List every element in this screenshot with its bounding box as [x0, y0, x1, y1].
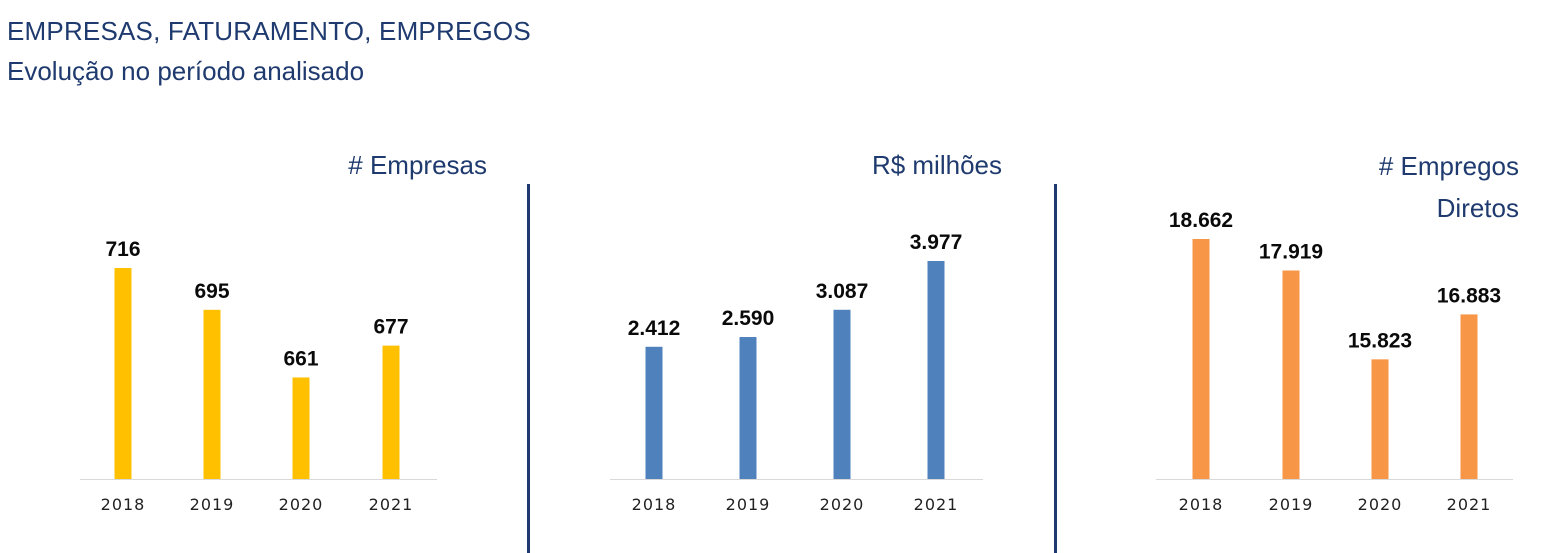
bar-2018: [645, 346, 663, 479]
x-tick-label-2019: 2019: [1269, 495, 1314, 514]
bar-2020: [1371, 359, 1389, 479]
panel-divider-left: [527, 184, 530, 553]
data-label-2019: 17.919: [1259, 240, 1323, 263]
data-label-2018: 18.662: [1169, 209, 1233, 232]
x-tick-label-2018: 2018: [1179, 495, 1224, 514]
x-tick-label-2018: 2018: [101, 495, 146, 514]
bar-2021: [382, 345, 400, 479]
chart-title-empregos-line-1: # Empregos: [1378, 151, 1519, 181]
bar-2019: [739, 337, 757, 479]
x-tick-label-2020: 2020: [1358, 495, 1403, 514]
data-label-2018: 2.412: [628, 317, 681, 340]
data-label-2020: 15.823: [1348, 329, 1412, 352]
page-subtitle: Evolução no período analisado: [7, 56, 365, 86]
bar-2018: [114, 268, 132, 479]
bar-2018: [1192, 239, 1210, 479]
x-tick-label-2021: 2021: [914, 495, 959, 514]
x-tick-label-2020: 2020: [279, 495, 324, 514]
x-tick-label-2019: 2019: [190, 495, 235, 514]
bar-2021: [927, 261, 945, 479]
page-title: EMPRESAS, FATURAMENTO, EMPREGOS: [7, 16, 531, 46]
data-label-2021: 3.977: [910, 231, 963, 254]
data-label-2018: 716: [105, 238, 140, 261]
bar-2019: [1282, 270, 1300, 479]
x-tick-label-2021: 2021: [1447, 495, 1492, 514]
data-label-2020: 661: [283, 347, 318, 370]
x-tick-label-2020: 2020: [820, 495, 865, 514]
bar-2019: [203, 309, 221, 479]
chart-title-empresas: # Empresas: [348, 150, 487, 180]
chart-title-empregos: # Empregos Diretos: [1200, 145, 1519, 229]
chart-title-empregos-line-2: Diretos: [1436, 193, 1519, 223]
panel-divider-right: [1054, 184, 1057, 553]
chart-title-faturamento: R$ milhões: [871, 150, 1002, 180]
x-tick-label-2018: 2018: [632, 495, 677, 514]
data-label-2021: 16.883: [1437, 284, 1501, 307]
bar-2020: [833, 309, 851, 479]
bar-2020: [292, 377, 310, 479]
x-tick-label-2021: 2021: [369, 495, 414, 514]
bar-2021: [1460, 314, 1478, 479]
data-label-2021: 677: [373, 316, 408, 339]
data-label-2019: 2.590: [722, 307, 775, 330]
x-tick-label-2019: 2019: [726, 495, 771, 514]
data-label-2020: 3.087: [816, 280, 869, 303]
data-label-2019: 695: [194, 280, 229, 303]
